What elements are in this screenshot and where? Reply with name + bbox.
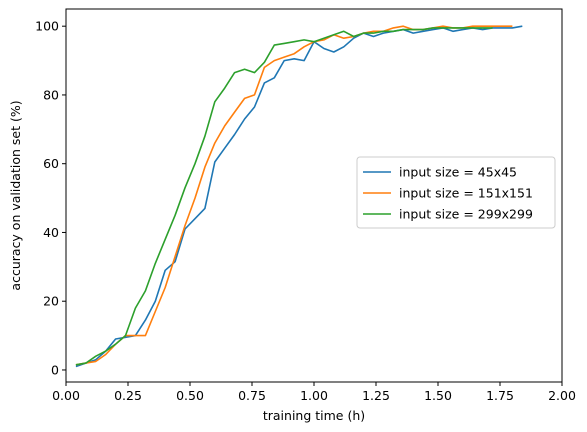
x-tick-label: 2.00: [548, 388, 576, 403]
x-tick-label: 1.75: [486, 388, 514, 403]
x-tick-label: 0.75: [238, 388, 266, 403]
y-tick-label: 60: [43, 156, 59, 171]
x-tick-label: 1.00: [300, 388, 328, 403]
x-tick-label: 0.25: [114, 388, 142, 403]
y-tick-label: 100: [35, 19, 59, 34]
y-axis-label: accuracy on validation set (%): [8, 100, 23, 290]
ticks-layer: 0.00 0.25 0.50 0.75 1.00 1.25 1.50 1.75 2.00 0 20 4…: [35, 19, 576, 403]
legend: input size = 45x45 input size = 151x151 in…: [356, 156, 556, 229]
x-tick-label: 0.00: [52, 388, 80, 403]
legend-label-2: input size = 151x151: [399, 186, 533, 201]
y-tick-label: 80: [43, 87, 59, 102]
x-tick-label: 0.50: [176, 388, 204, 403]
series-line-3: [75, 27, 493, 366]
x-tick-label: 1.25: [362, 388, 390, 403]
legend-label-3: input size = 299x299: [399, 207, 533, 222]
series-line-2: [75, 25, 513, 366]
legend-label-1: input size = 45x45: [399, 165, 517, 180]
plot-frame: [65, 8, 563, 383]
series-layer: [75, 25, 523, 368]
y-tick-label: 40: [43, 225, 59, 240]
x-tick-label: 1.50: [424, 388, 452, 403]
legend-frame: [356, 156, 556, 229]
x-axis-label: training time (h): [263, 408, 365, 423]
series-line-1: [75, 25, 523, 368]
y-tick-label: 20: [43, 294, 59, 309]
y-tick-label: 0: [51, 362, 59, 377]
